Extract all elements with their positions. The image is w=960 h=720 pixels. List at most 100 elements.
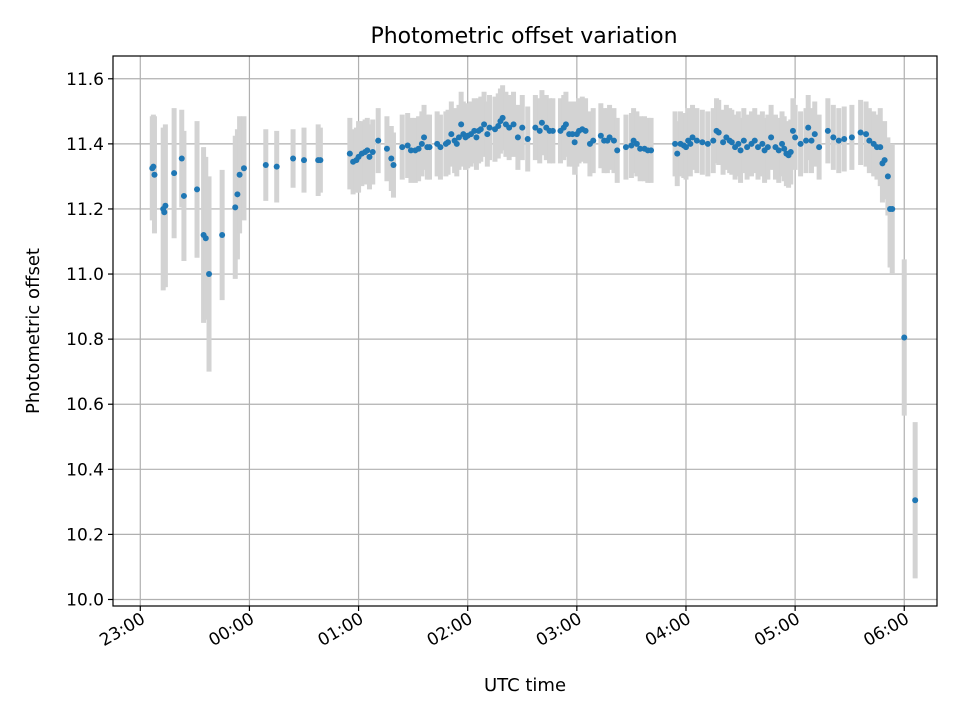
data-point — [614, 147, 621, 154]
data-point — [735, 140, 742, 147]
data-point — [672, 140, 679, 147]
data-point — [830, 134, 837, 141]
data-point — [484, 131, 491, 138]
error-bars — [149, 85, 918, 579]
data-point — [273, 163, 280, 170]
data-point — [751, 137, 758, 144]
x-axis-label: UTC time — [484, 675, 566, 696]
data-point — [426, 144, 433, 151]
data-point — [622, 144, 629, 151]
data-point — [797, 140, 804, 147]
data-point — [421, 134, 428, 141]
y-tick-label: 11.6 — [66, 70, 104, 90]
data-point — [835, 137, 842, 144]
data-point — [693, 137, 700, 144]
y-tick-label: 11.4 — [66, 135, 104, 155]
data-point — [857, 129, 864, 136]
data-point — [375, 137, 382, 144]
data-point — [495, 122, 502, 129]
data-points — [149, 114, 919, 504]
data-point — [202, 235, 209, 242]
x-tick-label: 02:00 — [424, 609, 476, 651]
data-point — [710, 137, 717, 144]
data-point — [399, 144, 406, 151]
y-tick-label: 10.2 — [66, 525, 104, 545]
x-tick-label: 05:00 — [751, 609, 803, 651]
x-tick-label: 03:00 — [533, 609, 585, 651]
data-point — [445, 139, 452, 146]
x-tick-label: 00:00 — [205, 609, 257, 651]
data-point — [740, 137, 747, 144]
data-point — [811, 131, 818, 138]
data-point — [364, 147, 371, 154]
data-point — [151, 171, 158, 178]
data-point — [171, 170, 178, 177]
data-point — [390, 162, 397, 169]
data-point — [781, 145, 788, 152]
data-point — [682, 144, 689, 151]
x-tick-label: 04:00 — [642, 609, 694, 651]
data-point — [481, 121, 488, 128]
data-point — [562, 121, 569, 128]
x-tick-label: 23:00 — [96, 609, 148, 651]
data-point — [803, 137, 810, 144]
data-point — [610, 137, 617, 144]
data-point — [637, 145, 644, 152]
data-point — [455, 134, 462, 141]
data-point — [232, 204, 239, 211]
data-point — [178, 155, 185, 162]
data-point — [689, 134, 696, 141]
data-point — [779, 140, 786, 147]
data-point — [486, 124, 493, 131]
data-point — [901, 334, 908, 341]
data-point — [816, 144, 823, 151]
data-point — [477, 126, 484, 133]
data-point — [236, 171, 243, 178]
data-point — [346, 150, 353, 157]
data-point — [514, 134, 521, 141]
data-point — [162, 202, 169, 209]
data-point — [866, 137, 873, 144]
y-tick-label: 10.0 — [66, 590, 104, 610]
data-point — [728, 139, 735, 146]
data-point — [519, 124, 526, 131]
data-point — [300, 157, 307, 164]
data-point — [262, 162, 269, 169]
chart-title: Photometric offset variation — [370, 24, 677, 49]
data-point — [824, 127, 831, 134]
data-point — [366, 153, 373, 160]
data-point — [768, 134, 775, 141]
data-point — [234, 191, 241, 198]
data-point — [448, 131, 455, 138]
data-point — [704, 140, 711, 147]
x-axis-ticks: 23:00 00:00 01:00 02:00 03:00 04:00 05:00 06:00 — [96, 606, 913, 651]
x-tick-label: 01:00 — [315, 609, 367, 651]
data-point — [415, 145, 422, 152]
data-point — [206, 271, 213, 278]
data-point — [510, 121, 517, 128]
data-point — [889, 205, 896, 212]
data-point — [687, 140, 694, 147]
data-point — [569, 131, 576, 138]
data-point — [737, 147, 744, 154]
data-point — [715, 129, 722, 136]
data-point — [471, 127, 478, 134]
data-point — [764, 144, 771, 151]
data-point — [582, 127, 589, 134]
data-point — [775, 147, 782, 154]
data-point — [881, 157, 888, 164]
data-point — [792, 134, 799, 141]
y-axis-ticks: 10.0 10.2 10.4 10.6 10.8 11.0 11.2 11.4 11.6 — [66, 70, 113, 610]
data-point — [606, 134, 613, 141]
data-point — [755, 144, 762, 151]
data-point — [407, 147, 414, 154]
data-point — [863, 131, 870, 138]
data-point — [787, 149, 794, 156]
data-point — [648, 147, 655, 154]
data-point — [240, 165, 247, 172]
data-point — [524, 135, 531, 142]
data-point — [628, 142, 635, 149]
data-point — [369, 149, 376, 156]
data-point — [699, 139, 706, 146]
